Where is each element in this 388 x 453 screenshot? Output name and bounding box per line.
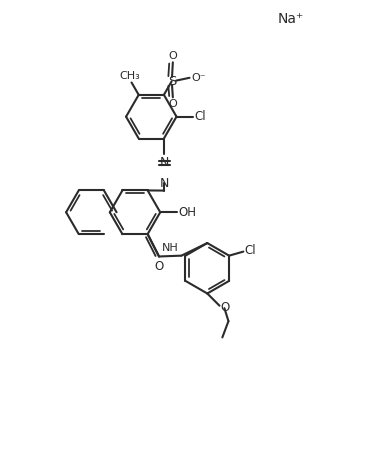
Text: O: O — [168, 99, 177, 109]
Text: O: O — [154, 260, 163, 273]
Text: O: O — [220, 301, 230, 314]
Text: O: O — [168, 51, 177, 61]
Text: O⁻: O⁻ — [191, 73, 206, 83]
Text: OH: OH — [178, 206, 197, 219]
Text: S: S — [168, 75, 176, 87]
Text: CH₃: CH₃ — [119, 71, 140, 81]
Text: Cl: Cl — [244, 244, 256, 257]
Text: N: N — [159, 177, 169, 190]
Text: N: N — [159, 155, 169, 169]
Text: NH: NH — [162, 243, 178, 253]
Text: Na⁺: Na⁺ — [277, 12, 304, 26]
Text: Cl: Cl — [194, 110, 206, 123]
